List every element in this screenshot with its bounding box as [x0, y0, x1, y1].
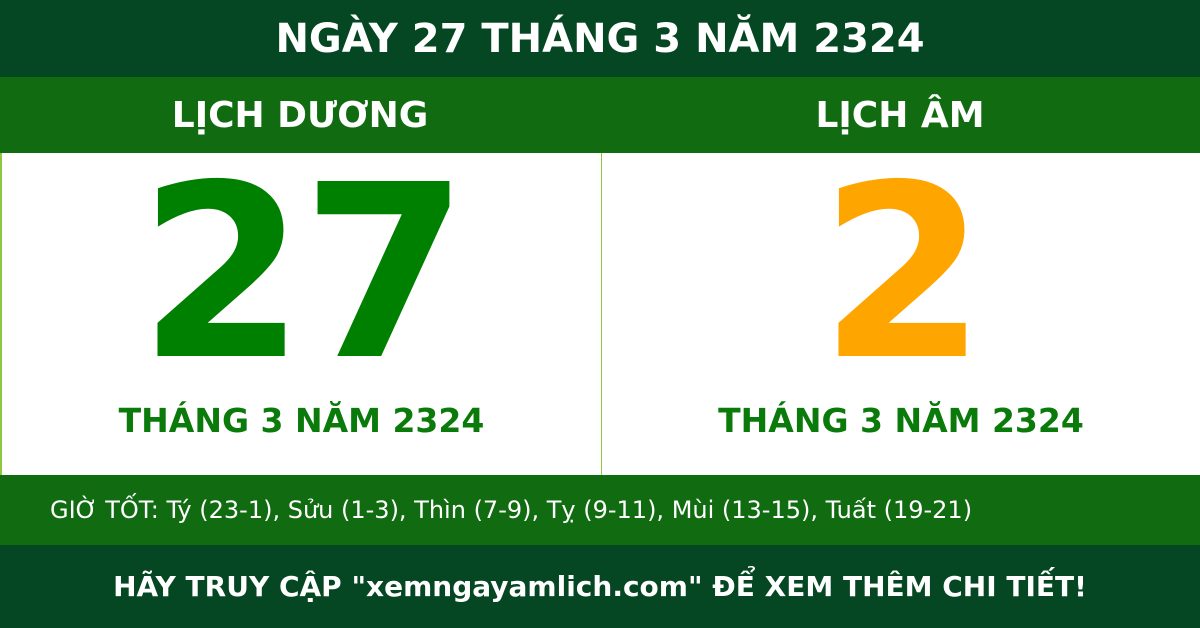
lunar-month-year: THÁNG 3 NĂM 2324 — [718, 401, 1084, 440]
footer-cta: HÃY TRUY CẬP "xemngayamlich.com" ĐỂ XEM … — [0, 545, 1200, 628]
solar-month-year: THÁNG 3 NĂM 2324 — [118, 401, 485, 440]
lunar-label: LỊCH ÂM — [815, 94, 985, 136]
calendar-body: 27 THÁNG 3 NĂM 2324 2 THÁNG 3 NĂM 2324 — [0, 153, 1200, 475]
lunar-column: 2 THÁNG 3 NĂM 2324 — [601, 153, 1200, 475]
calendar-headers: LỊCH DƯƠNG LỊCH ÂM — [0, 77, 1200, 153]
solar-column: 27 THÁNG 3 NĂM 2324 — [2, 153, 601, 475]
lunar-day: 2 — [819, 133, 987, 413]
page-title: NGÀY 27 THÁNG 3 NĂM 2324 — [0, 0, 1200, 77]
solar-label: LỊCH DƯƠNG — [171, 94, 429, 136]
good-hours: GIỜ TỐT: Tý (23-1), Sửu (1-3), Thìn (7-9… — [0, 475, 1200, 545]
solar-day: 27 — [138, 133, 469, 413]
